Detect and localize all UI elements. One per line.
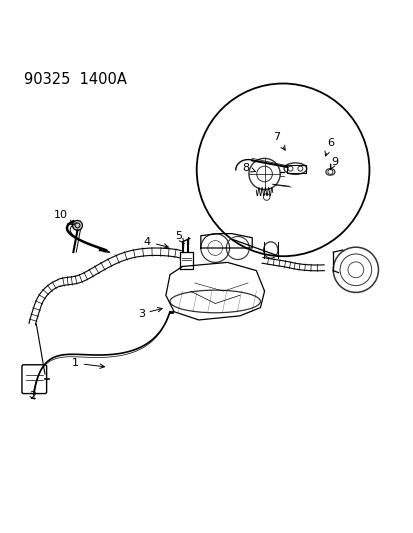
Circle shape — [72, 221, 82, 230]
Text: 6: 6 — [324, 138, 333, 156]
Text: 10: 10 — [54, 210, 73, 225]
Text: 9: 9 — [330, 157, 337, 169]
Text: 1: 1 — [72, 358, 104, 368]
Text: 3: 3 — [138, 308, 162, 319]
Text: 8: 8 — [242, 163, 255, 173]
Text: 2: 2 — [28, 391, 36, 401]
Text: 5: 5 — [174, 231, 184, 244]
Text: 90325  1400A: 90325 1400A — [24, 72, 126, 87]
Text: 7: 7 — [273, 132, 285, 150]
FancyBboxPatch shape — [22, 365, 47, 393]
Text: 4: 4 — [143, 237, 168, 248]
